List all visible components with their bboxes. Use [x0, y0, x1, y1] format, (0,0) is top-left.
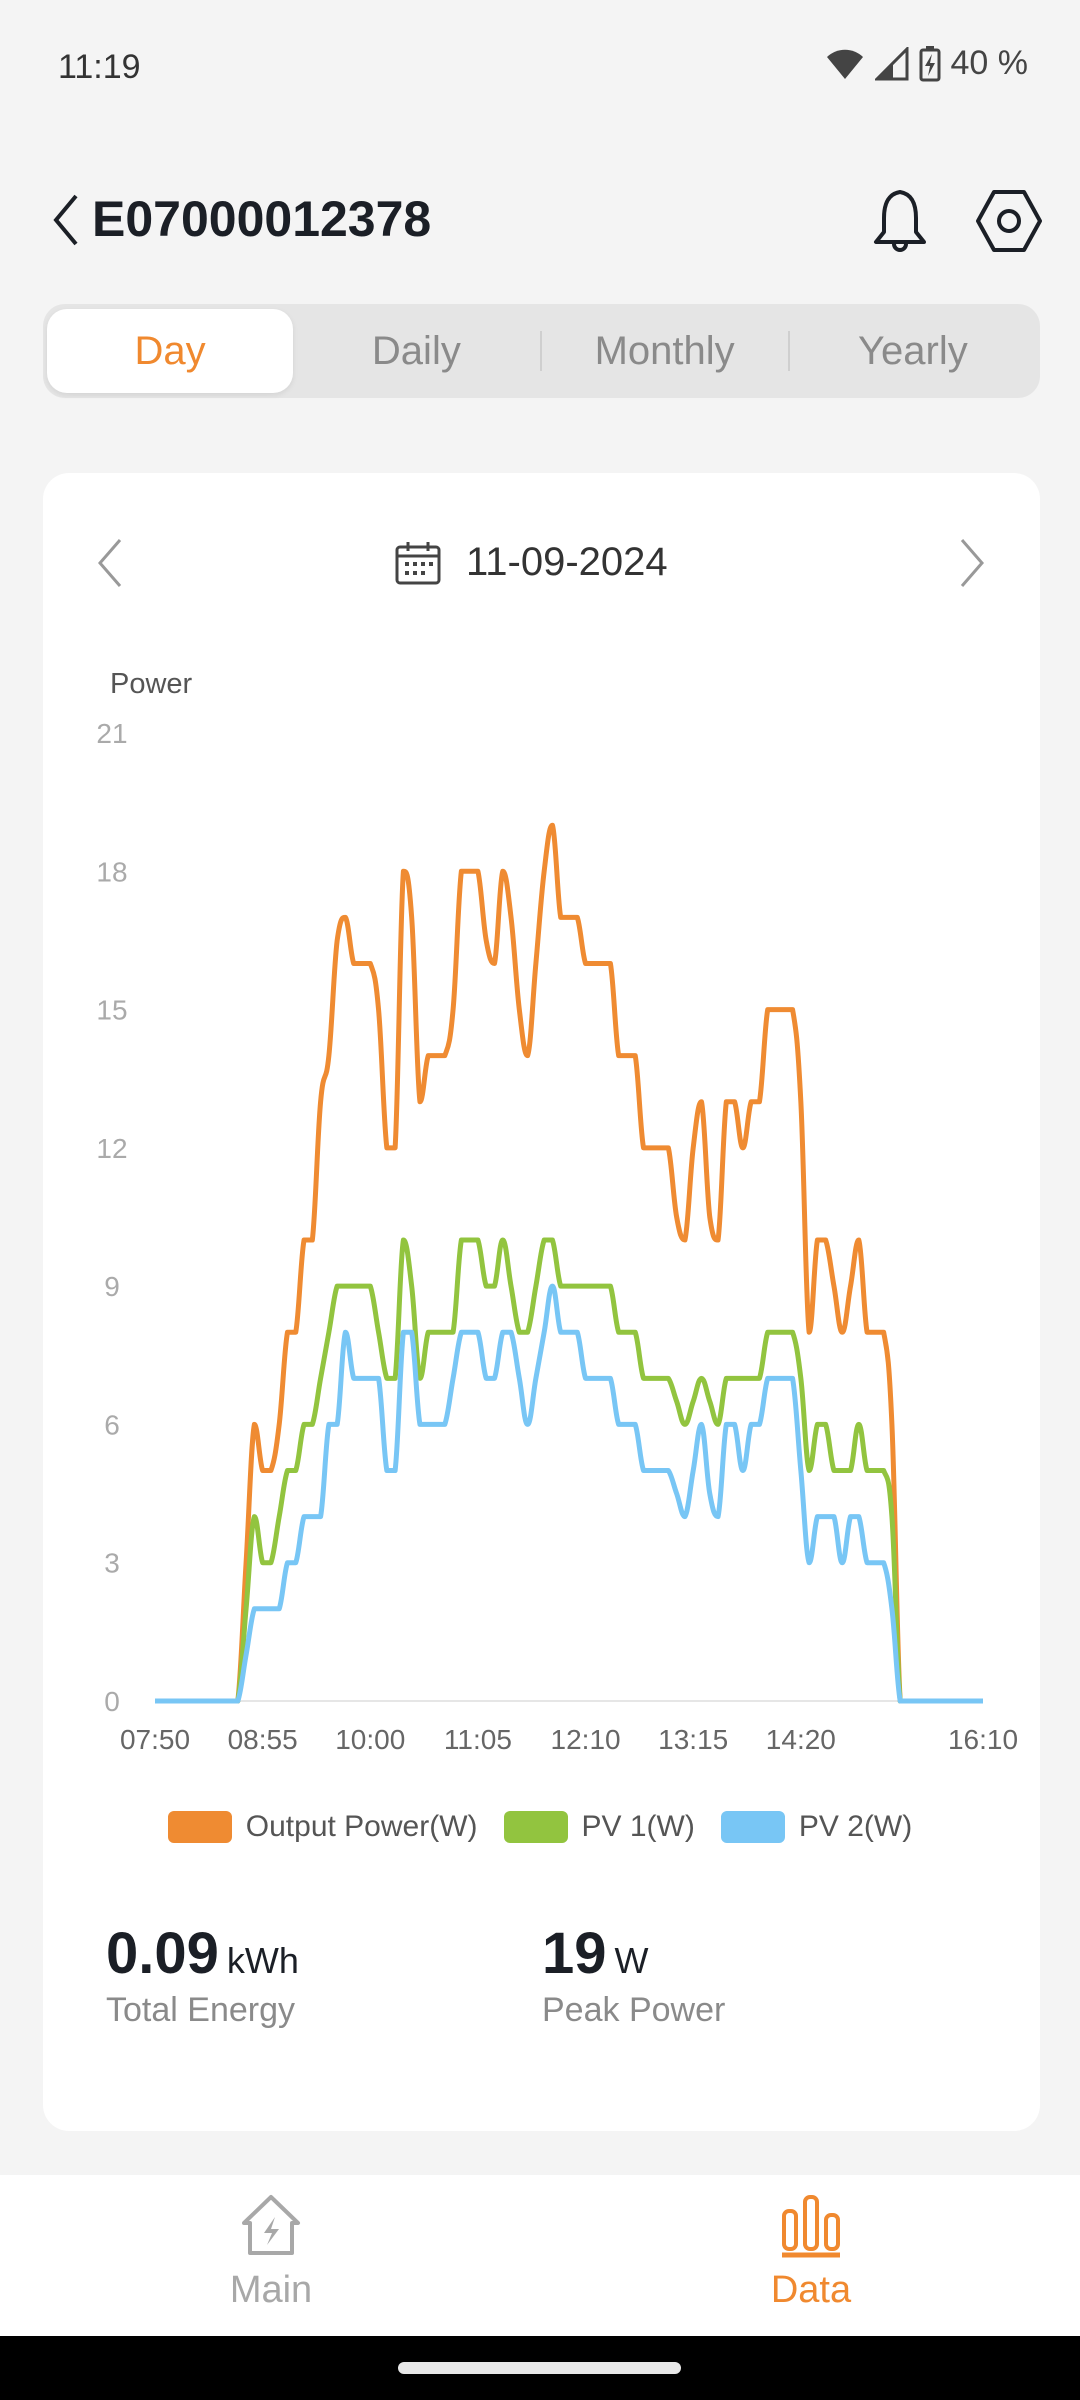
nav-data[interactable]: Data	[711, 2193, 911, 2312]
settings-gear-icon[interactable]	[974, 188, 1044, 254]
previous-date-chevron-icon[interactable]	[92, 536, 128, 590]
y-tick-label: 12	[96, 1133, 127, 1164]
page-title: E07000012378	[92, 191, 432, 247]
tab-monthly[interactable]: Monthly	[594, 328, 735, 373]
legend-item-pv1[interactable]: PV 1(W)	[503, 1810, 695, 1844]
period-tabs: Day Daily Monthly Yearly	[43, 304, 1040, 398]
bell-icon[interactable]	[868, 188, 932, 254]
chart-card	[43, 473, 1040, 2131]
y-tick-label: 6	[104, 1409, 120, 1440]
legend-swatch-pv2	[720, 1811, 785, 1843]
legend-label: PV 2(W)	[798, 1810, 913, 1843]
nav-label: Main	[229, 2269, 313, 2311]
x-tick-label: 08:55	[228, 1724, 298, 1755]
legend-label: PV 1(W)	[581, 1810, 695, 1843]
legend-swatch-output	[167, 1811, 232, 1843]
bottom-navigation: Main Data	[0, 2175, 1080, 2336]
x-tick-label: 12:10	[551, 1724, 621, 1755]
series-line-pv-2-w	[155, 1283, 983, 1704]
selected-date[interactable]: 11-09-2024	[466, 540, 668, 584]
stat-value: 0.09	[106, 1921, 219, 1986]
y-tick-label: 18	[96, 856, 127, 887]
series-line-output-power-w	[155, 822, 983, 1704]
y-tick-label: 9	[104, 1271, 120, 1302]
status-time: 11:19	[58, 48, 141, 86]
x-tick-label: 07:50	[120, 1724, 190, 1755]
power-line-chart: 0 3 6 9 12 15 18 21 07:50 08:55 10:00 11:05 12:10 13:…	[96, 718, 1018, 1755]
house-bolt-icon	[242, 2195, 300, 2255]
tab-divider	[787, 331, 790, 371]
tab-day[interactable]: Day	[47, 309, 294, 393]
stat-unit: W	[614, 1940, 649, 1981]
x-tick-label: 13:15	[658, 1724, 728, 1755]
stat-peak-power: 19 W Peak Power	[542, 1920, 725, 2030]
chart-legend: Output Power(W) PV 1(W) PV 2(W)	[0, 1810, 1080, 1844]
signal-icon	[874, 46, 908, 80]
battery-charging-icon	[919, 45, 940, 81]
battery-percent: 40 %	[950, 44, 1029, 82]
stat-label: Total Energy	[106, 1991, 295, 2029]
y-tick-label: 21	[96, 718, 127, 749]
tab-divider	[539, 331, 542, 371]
x-tick-label: 14:20	[766, 1724, 836, 1755]
y-axis-title: Power	[110, 668, 193, 700]
tab-yearly[interactable]: Yearly	[858, 328, 968, 373]
stat-label: Peak Power	[542, 1991, 726, 2029]
next-date-chevron-icon[interactable]	[954, 536, 990, 590]
bar-chart-icon	[782, 2195, 840, 2258]
tab-daily[interactable]: Daily	[371, 328, 461, 373]
nav-main[interactable]: Main	[171, 2193, 371, 2312]
home-gesture-pill[interactable]	[398, 2362, 681, 2374]
calendar-icon[interactable]	[394, 540, 442, 586]
stat-unit: kWh	[226, 1940, 299, 1981]
legend-item-output[interactable]: Output Power(W)	[167, 1810, 478, 1844]
legend-item-pv2[interactable]: PV 2(W)	[720, 1810, 913, 1844]
legend-label: Output Power(W)	[245, 1810, 478, 1843]
nav-label: Data	[770, 2269, 852, 2311]
y-tick-label: 0	[104, 1686, 120, 1717]
y-tick-label: 3	[104, 1548, 120, 1579]
stat-total-energy: 0.09 kWh Total Energy	[106, 1920, 299, 2030]
legend-swatch-pv1	[503, 1811, 568, 1843]
x-tick-label: 10:00	[335, 1724, 405, 1755]
wifi-icon	[826, 49, 863, 79]
x-tick-label: 11:05	[444, 1724, 512, 1755]
status-icons: 40 %	[825, 44, 1029, 83]
back-chevron-icon[interactable]	[48, 192, 84, 248]
y-tick-label: 15	[96, 995, 127, 1026]
stat-value: 19	[542, 1921, 607, 1986]
series-line-pv-1-w	[155, 1237, 983, 1704]
x-tick-label: 16:10	[948, 1724, 1018, 1755]
